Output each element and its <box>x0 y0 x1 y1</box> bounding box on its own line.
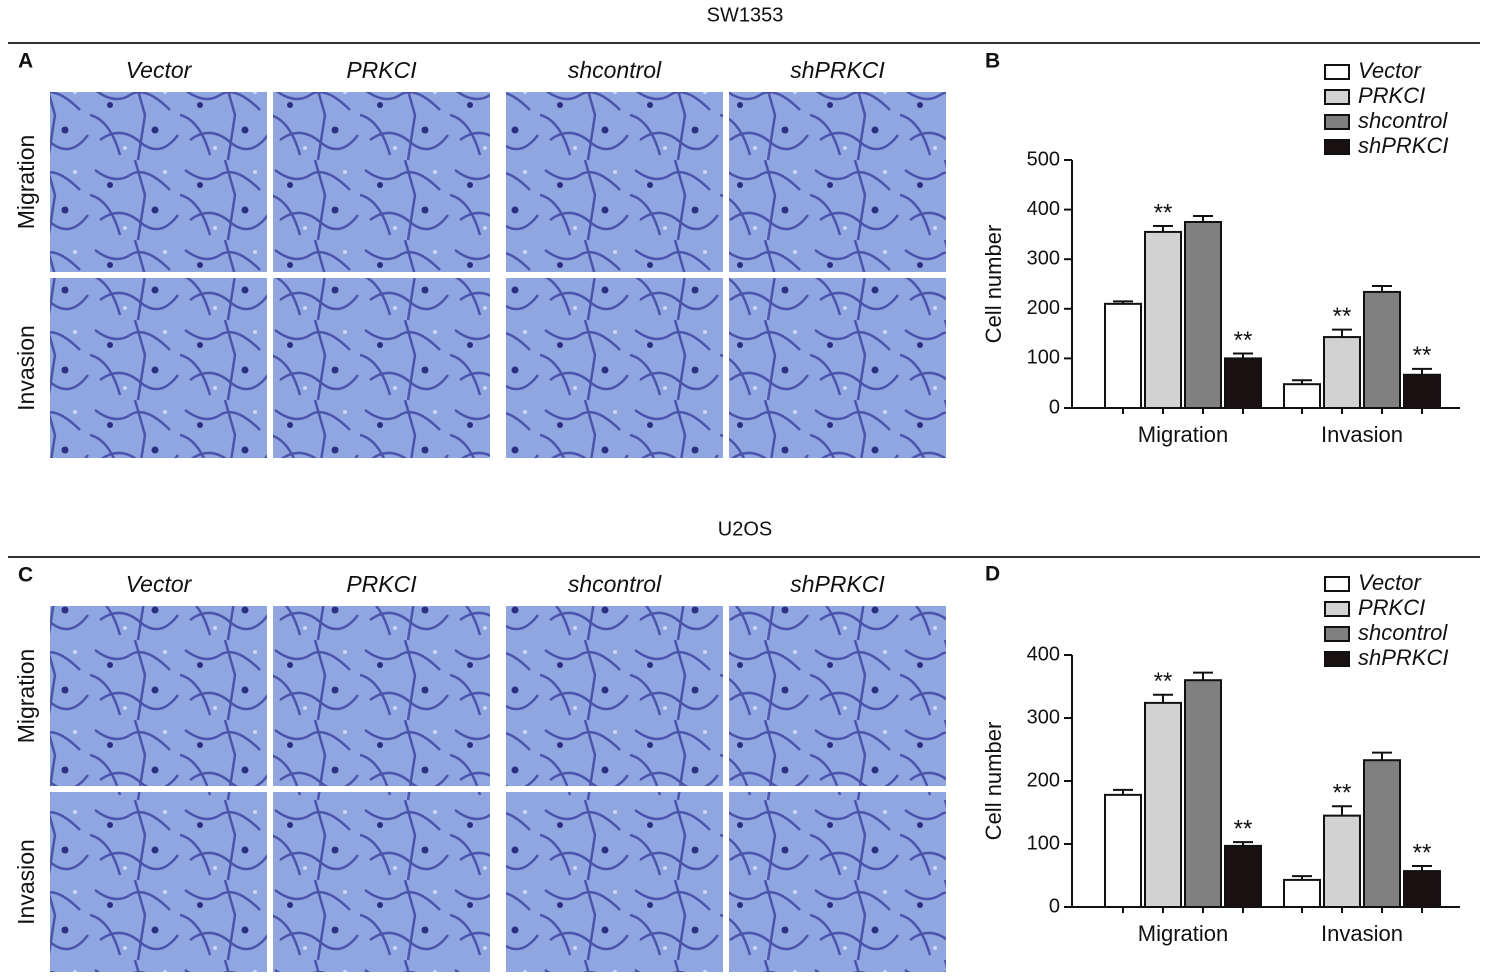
legend-label: PRKCI <box>1358 83 1425 108</box>
y-tick-label: 400 <box>1027 643 1060 665</box>
legend-label: shPRKCI <box>1358 645 1448 670</box>
bar <box>1144 701 1182 908</box>
micrograph <box>273 792 490 972</box>
bar <box>1283 878 1321 908</box>
y-tick-label: 100 <box>1027 832 1060 854</box>
x-tick-label: Invasion <box>1321 921 1403 946</box>
significance: ** <box>1413 342 1432 369</box>
bar <box>1184 221 1222 409</box>
micrograph <box>50 92 267 272</box>
legend-swatch <box>1324 64 1350 80</box>
legend-label: PRKCI <box>1358 595 1425 620</box>
bar <box>1144 230 1182 409</box>
micrograph <box>729 278 946 458</box>
x-tick-label: Invasion <box>1321 422 1403 447</box>
y-axis-label: Cell number <box>981 722 1006 841</box>
y-axis-label: Cell number <box>981 225 1006 344</box>
significance: ** <box>1234 327 1253 354</box>
column-label: PRKCI <box>346 571 417 597</box>
significance: ** <box>1234 815 1253 842</box>
bar <box>1224 844 1262 909</box>
x-tick-label: Migration <box>1138 921 1228 946</box>
legend-label: Vector <box>1358 58 1422 83</box>
y-tick-label: 0 <box>1049 396 1060 418</box>
bar <box>1363 290 1401 410</box>
row-label: Migration <box>13 649 39 744</box>
row-label: Migration <box>13 135 39 230</box>
micrograph <box>273 606 490 786</box>
panel-letter: B <box>985 50 1000 73</box>
column-label: shcontrol <box>568 571 662 597</box>
significance: ** <box>1333 780 1352 807</box>
row-label: Invasion <box>13 839 39 925</box>
significance: ** <box>1333 303 1352 330</box>
panel-letter: C <box>18 564 33 587</box>
column-label: shPRKCI <box>790 57 885 83</box>
legend-swatch <box>1324 89 1350 105</box>
x-tick-label: Migration <box>1138 422 1228 447</box>
micrograph <box>506 606 723 786</box>
bar <box>1184 679 1222 909</box>
bar <box>1104 302 1142 409</box>
legend-swatch <box>1324 601 1350 617</box>
y-tick-label: 200 <box>1027 769 1060 791</box>
column-label: Vector <box>126 57 193 83</box>
legend-swatch <box>1324 114 1350 130</box>
legend-label: shcontrol <box>1358 108 1448 133</box>
legend-swatch <box>1324 651 1350 667</box>
significance: ** <box>1413 839 1432 866</box>
y-tick-label: 200 <box>1027 297 1060 319</box>
bar <box>1224 357 1262 409</box>
legend-swatch <box>1324 576 1350 592</box>
micrograph <box>729 92 946 272</box>
y-tick-label: 100 <box>1027 347 1060 369</box>
micrograph <box>50 606 267 786</box>
significance: ** <box>1154 668 1173 695</box>
bar <box>1323 814 1361 909</box>
panel-letter: A <box>18 50 33 73</box>
bar <box>1403 373 1441 410</box>
bar <box>1363 759 1401 909</box>
section-title: SW1353 <box>707 4 784 26</box>
bar <box>1283 383 1321 409</box>
y-tick-label: 300 <box>1027 706 1060 728</box>
legend-swatch <box>1324 626 1350 642</box>
column-label: PRKCI <box>346 57 417 83</box>
micrograph <box>729 792 946 972</box>
column-label: Vector <box>126 571 193 597</box>
micrograph <box>729 606 946 786</box>
bar <box>1104 793 1142 908</box>
micrograph <box>50 278 267 458</box>
column-label: shcontrol <box>568 57 662 83</box>
legend-label: Vector <box>1358 570 1422 595</box>
bar <box>1403 870 1441 909</box>
micrograph <box>506 92 723 272</box>
legend-label: shPRKCI <box>1358 133 1448 158</box>
legend-swatch <box>1324 139 1350 155</box>
y-tick-label: 400 <box>1027 198 1060 220</box>
y-tick-label: 300 <box>1027 247 1060 269</box>
micrograph <box>273 92 490 272</box>
panel-letter: D <box>985 563 1000 586</box>
bar <box>1323 336 1361 409</box>
micrograph <box>273 278 490 458</box>
column-label: shPRKCI <box>790 571 885 597</box>
y-tick-label: 500 <box>1027 148 1060 170</box>
y-tick-label: 0 <box>1049 895 1060 917</box>
significance: ** <box>1154 199 1173 226</box>
section-title: U2OS <box>718 518 772 540</box>
row-label: Invasion <box>13 325 39 411</box>
micrograph <box>506 278 723 458</box>
micrograph <box>50 792 267 972</box>
micrograph <box>506 792 723 972</box>
legend-label: shcontrol <box>1358 620 1448 645</box>
